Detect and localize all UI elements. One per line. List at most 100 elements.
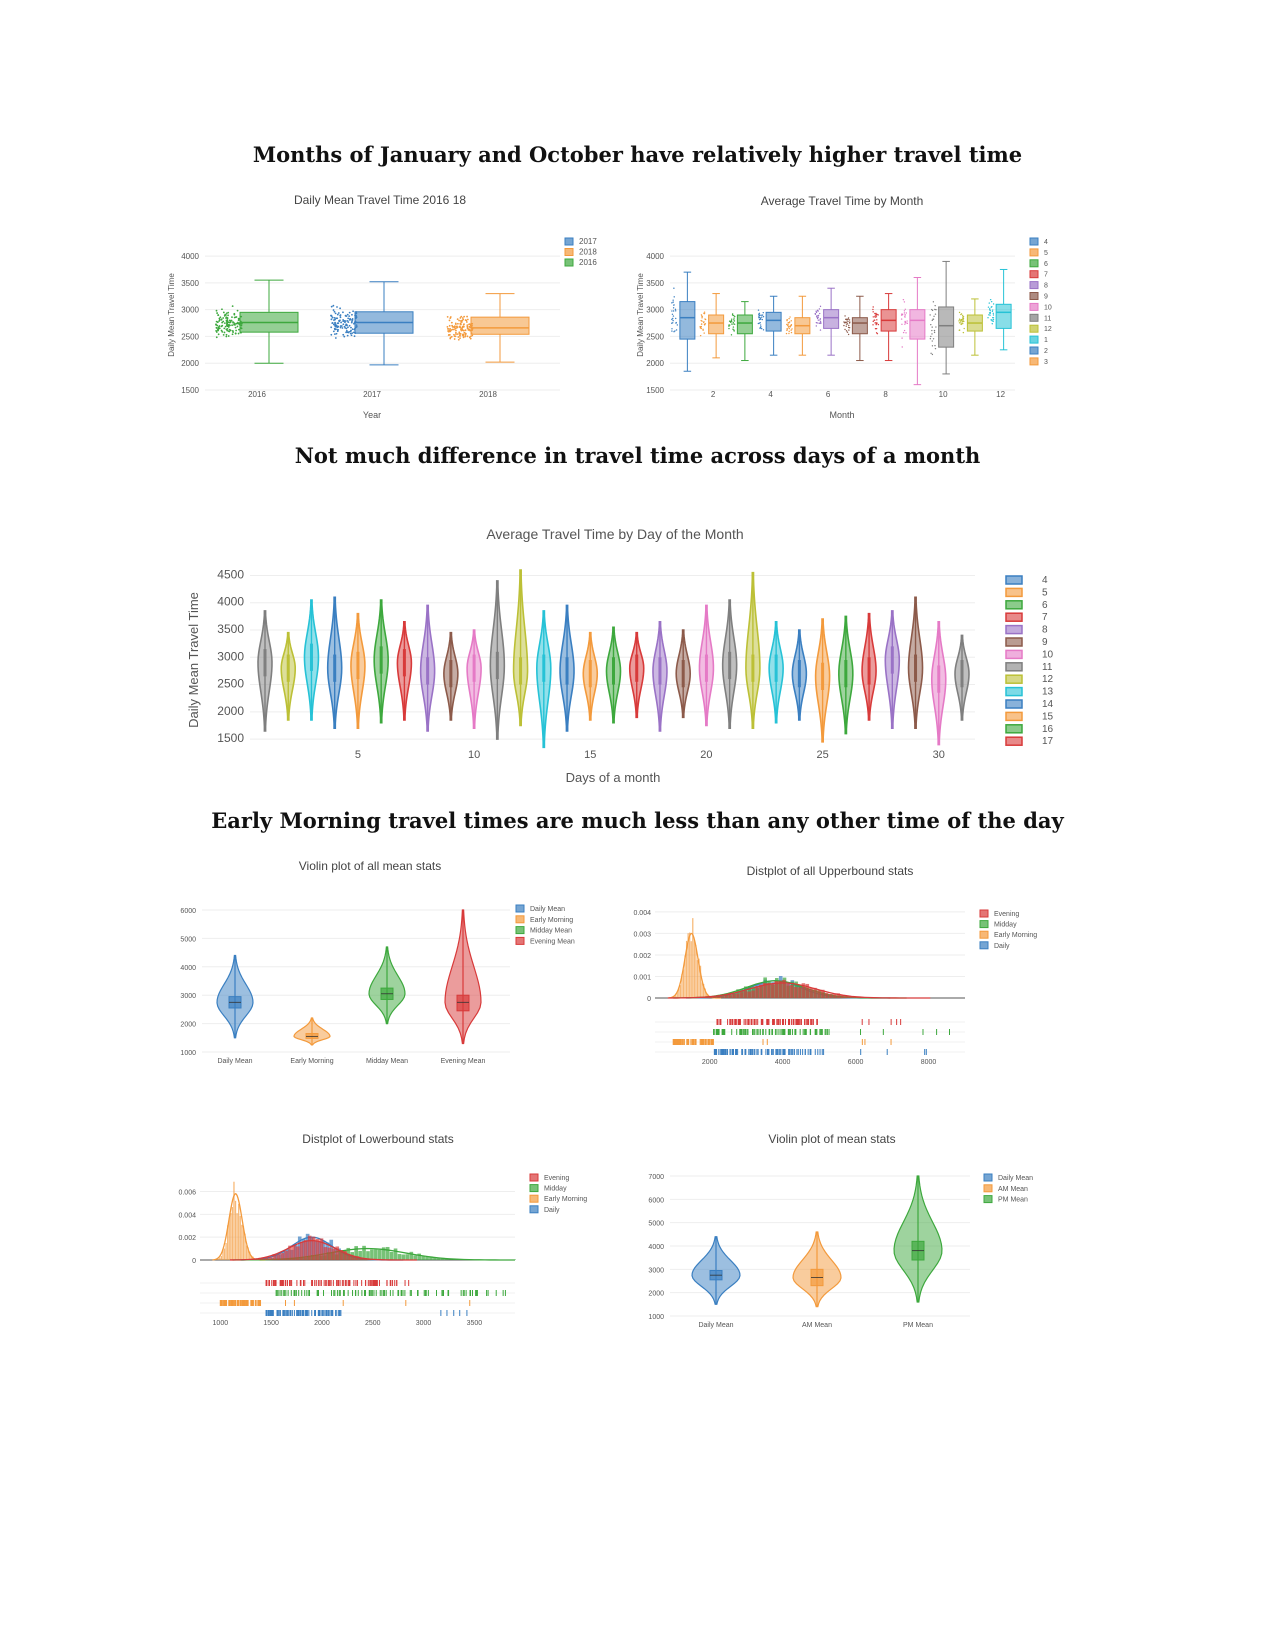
hist-bar	[236, 1213, 238, 1260]
jitter-point	[989, 298, 992, 301]
jitter-point	[462, 325, 465, 328]
legend-swatch	[1005, 699, 1023, 709]
hist-bar	[268, 1257, 273, 1260]
jitter-point	[991, 310, 994, 313]
jitter-point	[901, 346, 903, 348]
jitter-point	[340, 325, 343, 327]
legend-swatch	[1005, 674, 1023, 684]
y-tick-label: 0.002	[178, 1235, 196, 1242]
legend-swatch	[1005, 649, 1023, 660]
jitter-point	[674, 330, 676, 332]
jitter-point	[672, 307, 675, 309]
hist-bar	[299, 1242, 304, 1260]
jitter-point	[343, 319, 346, 322]
jitter-point	[790, 324, 792, 327]
legend-swatch	[564, 258, 574, 267]
jitter-point	[962, 322, 964, 325]
jitter-point	[468, 336, 471, 339]
jitter-point	[758, 318, 761, 321]
hist-bar	[678, 988, 680, 998]
jitter-point	[235, 329, 237, 332]
y-tick-label: 5000	[648, 1221, 664, 1228]
jitter-point	[225, 328, 228, 331]
jitter-point	[759, 324, 762, 326]
jitter-point	[875, 312, 877, 315]
jitter-point	[341, 327, 344, 329]
jitter-point	[675, 317, 677, 320]
hist-bar	[389, 1251, 394, 1260]
x-tick-label: 12	[996, 390, 1005, 399]
jitter-point	[349, 332, 352, 335]
jitter-point	[815, 325, 818, 327]
y-tick-label: 0.004	[178, 1212, 196, 1219]
y-tick-label: 3000	[646, 306, 664, 315]
x-axis-title: Days of a month	[566, 770, 661, 785]
jitter-point	[787, 323, 789, 325]
legend-swatch	[564, 248, 574, 256]
y-tick-label: 4000	[217, 595, 244, 609]
hist-bar	[274, 1255, 278, 1260]
jitter-point	[347, 326, 349, 329]
hist-bar	[256, 1258, 261, 1260]
jitter-point	[330, 314, 332, 317]
x-tick-label: 1500	[263, 1320, 279, 1327]
hist-bar	[778, 980, 782, 998]
jitter-point	[703, 311, 706, 313]
jitter-point	[352, 331, 355, 334]
jitter-point	[465, 321, 468, 323]
jitter-point	[960, 320, 962, 323]
jitter-point	[460, 329, 463, 332]
jitter-point	[460, 315, 463, 318]
jitter-point	[787, 326, 790, 328]
upper-dist-chart: Distplot of all Upperbound stats 0 0.001 0.…	[633, 864, 1037, 1066]
jitter-point	[235, 322, 238, 325]
hist-bar	[675, 995, 677, 998]
jitter-point	[962, 317, 965, 320]
legend-swatch	[1029, 281, 1039, 290]
x-tick-label: 2	[711, 390, 716, 399]
jitter-point	[234, 316, 237, 319]
jitter-point	[345, 331, 348, 334]
month-box-chart: Average Travel Time by Month 1500 2000 2500…	[636, 194, 1052, 420]
jitter-point	[703, 324, 706, 326]
legend-swatch	[515, 936, 525, 945]
hist-bar	[293, 1244, 298, 1260]
jitter-point	[874, 314, 877, 316]
jitter-point	[215, 326, 218, 329]
hist-bar	[307, 1235, 312, 1260]
jitter-point	[339, 319, 341, 322]
jitter-point	[231, 316, 233, 319]
jitter-point	[930, 352, 932, 355]
jitter-point	[228, 330, 231, 333]
jitter-point	[335, 325, 337, 327]
jitter-point	[465, 319, 468, 322]
legend-label: 9	[1042, 637, 1048, 648]
legend-swatch	[979, 920, 989, 929]
jitter-point	[455, 329, 457, 332]
jitter-point	[843, 324, 845, 327]
y-tick-label: 2000	[648, 1291, 664, 1298]
y-tick-label: 4000	[180, 965, 196, 972]
jitter-point	[903, 301, 906, 303]
legend-swatch	[979, 930, 989, 939]
legend-label: 5	[1044, 250, 1048, 257]
hist-bar	[712, 996, 717, 998]
violin-box	[704, 654, 708, 682]
hist-bar	[351, 1256, 355, 1260]
chart-title: Distplot of all Upperbound stats	[747, 864, 914, 878]
chart-title: Violin plot of mean stats	[768, 1132, 895, 1146]
y-tick-label: 7000	[648, 1174, 664, 1181]
jitter-point	[225, 312, 228, 315]
jitter-point	[348, 324, 351, 327]
y-tick-label: 0.006	[178, 1189, 196, 1196]
jitter-point	[218, 317, 221, 320]
jitter-point	[220, 318, 223, 321]
hist-bar	[239, 1215, 241, 1260]
jitter-point	[334, 328, 336, 331]
jitter-point	[761, 314, 764, 316]
legend-label: 7	[1042, 612, 1048, 623]
jitter-point	[731, 318, 733, 320]
jitter-point	[934, 347, 937, 350]
jitter-point	[872, 324, 874, 326]
legend-label: 12	[1044, 326, 1052, 333]
